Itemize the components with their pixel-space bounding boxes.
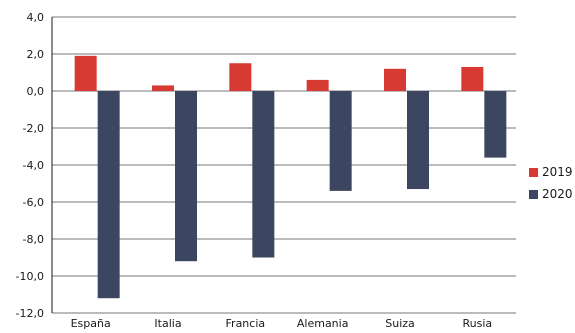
x-category-label: Suiza: [385, 317, 415, 330]
x-category-label: Francia: [226, 317, 266, 330]
legend-swatch-2020: [529, 190, 538, 199]
bar-2019-suiza: [384, 68, 406, 91]
x-category-label: España: [71, 317, 111, 330]
bar-2020-francia: [252, 91, 275, 258]
legend-label-2020: 2020: [542, 187, 573, 201]
x-category-label: Italia: [154, 317, 181, 330]
y-tick-label: -8,0: [23, 233, 44, 246]
legend: 2019 2020: [529, 165, 573, 201]
bar-2019-francia: [229, 63, 252, 91]
legend-label-2019: 2019: [542, 165, 573, 179]
y-tick-label: -10,0: [16, 270, 44, 283]
y-axis-tick-labels: 4,0 2,0 0,0 -2,0 -4,0 -6,0 -8,0 -10,0 -12,0: [16, 11, 44, 320]
bar-2019-españa: [74, 55, 97, 91]
y-tick-label: -6,0: [23, 196, 44, 209]
y-tick-label: -2,0: [23, 122, 44, 135]
y-tick-label: 4,0: [27, 11, 45, 24]
x-category-label: Alemania: [297, 317, 349, 330]
y-tick-label: 0,0: [27, 85, 45, 98]
bar-2019-rusia: [461, 66, 484, 91]
y-tick-label: -4,0: [23, 159, 44, 172]
y-tick-label: 2,0: [27, 48, 45, 61]
gridlines: [51, 16, 516, 314]
legend-swatch-2019: [529, 168, 538, 177]
bar-2020-suiza: [407, 91, 429, 190]
bar-2020-españa: [97, 91, 120, 299]
x-axis-category-labels: España Italia Francia Alemania Suiza Rusia: [71, 317, 493, 330]
bar-2019-alemania: [306, 79, 329, 91]
x-category-label: Rusia: [463, 317, 493, 330]
y-tick-label: -12,0: [16, 307, 44, 320]
bar-2019-italia: [152, 85, 174, 91]
bar-2020-rusia: [484, 91, 507, 158]
bar-2020-alemania: [329, 91, 352, 191]
bars: [74, 55, 507, 299]
bar-2020-italia: [175, 91, 197, 262]
